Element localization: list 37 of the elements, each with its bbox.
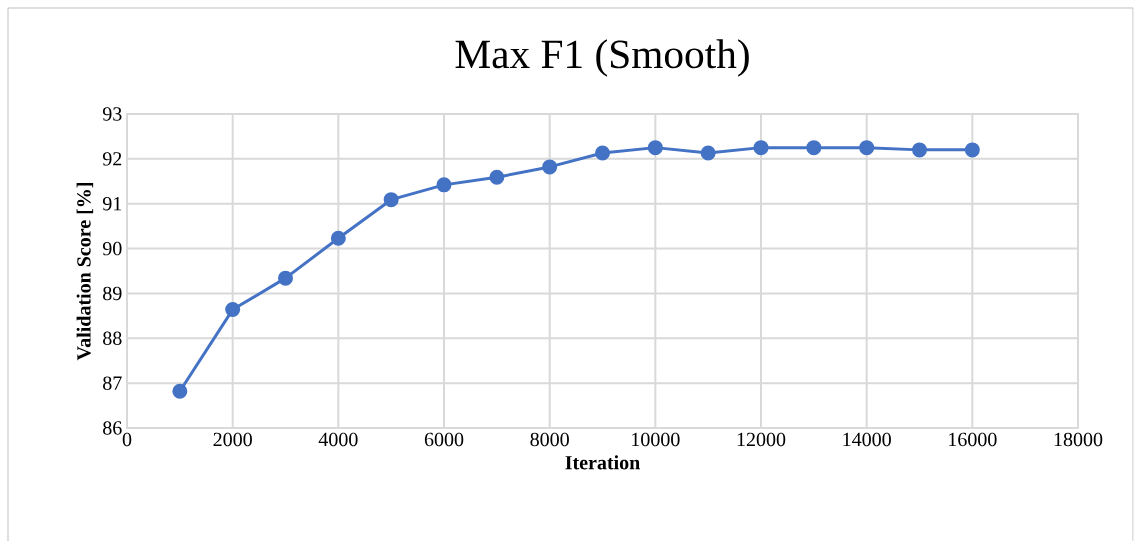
point [172,383,188,399]
point [278,270,294,286]
point [859,140,875,156]
y-tick-label: 88 [103,331,122,346]
y-axis-title: Validation Score [%] [76,183,94,361]
x-tick-label: 0 [122,432,132,447]
x-tick-label: 10000 [632,432,680,447]
chart-title: Max F1 (Smooth) [455,39,749,77]
y-tick-label: 92 [102,152,122,166]
point [225,302,241,318]
point [753,140,769,156]
point [700,145,716,161]
point [806,140,822,156]
point [595,145,611,161]
point [489,169,505,185]
y-tick-label: 87 [103,376,122,390]
point [330,230,346,246]
point [542,159,558,175]
x-tick-label: 18000 [1054,432,1103,447]
point [912,142,928,158]
point [964,142,980,158]
y-tick-label: 93 [102,107,122,121]
point [383,192,399,208]
point [436,177,452,193]
y-tick-label: 90 [102,241,122,256]
x-tick-label: 6000 [424,432,464,447]
y-tick-label: 91 [102,196,122,211]
x-tick-label: 2000 [213,432,252,447]
x-tick-label: 4000 [318,432,358,447]
y-tick-label: 86 [103,421,122,435]
x-tick-label: 8000 [530,432,569,447]
point [647,140,663,156]
x-tick-label: 14000 [843,432,891,447]
x-tick-label: 16000 [949,432,997,447]
x-tick-label: 12000 [737,432,786,447]
x-axis-title: Iteration [565,455,640,470]
y-tick-label: 89 [103,286,122,301]
